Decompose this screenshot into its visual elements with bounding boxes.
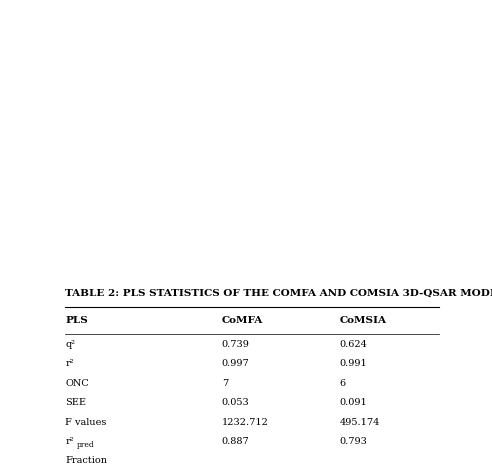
Text: PLS: PLS <box>65 316 88 325</box>
Text: 0.793: 0.793 <box>340 437 368 446</box>
Text: pred: pred <box>77 441 94 449</box>
Text: F values: F values <box>65 418 107 427</box>
Text: 495.174: 495.174 <box>340 418 380 427</box>
Text: 0.997: 0.997 <box>221 360 249 369</box>
Text: TABLE 2: PLS STATISTICS OF THE COMFA AND COMSIA 3D-QSAR MODELS: TABLE 2: PLS STATISTICS OF THE COMFA AND… <box>65 289 492 298</box>
Text: CoMSIA: CoMSIA <box>340 316 387 325</box>
Text: Fraction: Fraction <box>65 456 107 466</box>
Text: 6: 6 <box>340 379 346 388</box>
Text: 0.624: 0.624 <box>340 340 368 349</box>
Text: 0.887: 0.887 <box>221 437 249 446</box>
Text: SEE: SEE <box>65 398 86 407</box>
Text: 0.739: 0.739 <box>221 340 249 349</box>
Text: 1232.712: 1232.712 <box>221 418 269 427</box>
Text: 0.991: 0.991 <box>340 360 368 369</box>
Text: 7: 7 <box>221 379 228 388</box>
Text: r²: r² <box>65 437 74 446</box>
Text: q²: q² <box>65 340 75 349</box>
Text: ONC: ONC <box>65 379 89 388</box>
Text: CoMFA: CoMFA <box>221 316 263 325</box>
Text: 0.091: 0.091 <box>340 398 368 407</box>
Text: 0.053: 0.053 <box>221 398 249 407</box>
Text: r²: r² <box>65 360 74 369</box>
